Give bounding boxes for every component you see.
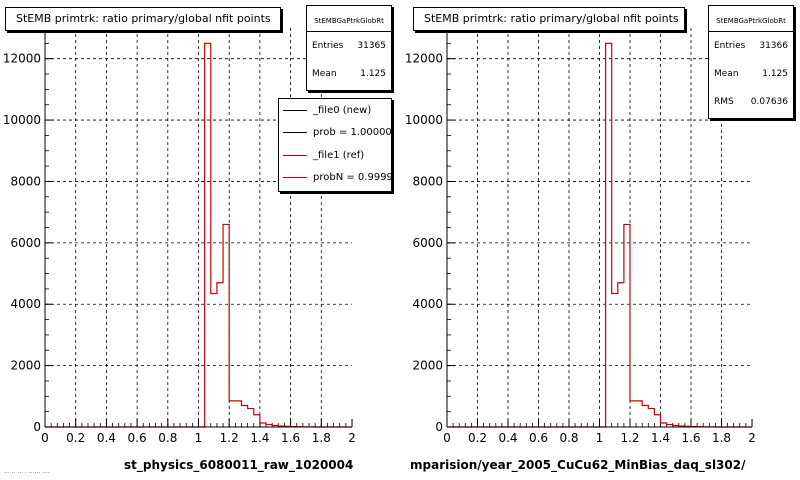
x-tick-label: 0.4	[498, 431, 517, 445]
x-tick-label: 1.6	[681, 431, 700, 445]
legend-text: _file1 (ref)	[313, 149, 365, 161]
x-tick-label: 1.6	[281, 431, 300, 445]
stats-value: 31365	[357, 41, 386, 51]
panel2-bottom-label: mparision/year_2005_CuCu62_MinBias_daq_s…	[410, 458, 746, 472]
panel1-stats-name: StEMBGaPtrkGlobRt	[307, 6, 391, 32]
legend-line	[283, 132, 307, 134]
y-tick-label: 10000	[405, 113, 443, 127]
legend-entry: probN = 0.999999	[279, 167, 391, 190]
x-tick-label: 0.4	[97, 431, 116, 445]
panel1-stats-row: Mean 1.125	[307, 60, 391, 88]
stats-label: RMS	[714, 97, 734, 107]
x-tick-label: 1	[195, 431, 203, 445]
x-tick-label: 0.2	[66, 431, 85, 445]
legend-line	[283, 109, 307, 111]
panel2-stats-name: StEMBGaPtrkGlobRt	[709, 6, 793, 32]
legend-line	[283, 177, 307, 179]
x-tick-label: 1.8	[712, 431, 731, 445]
x-tick-label: 0.2	[468, 431, 487, 445]
x-tick-label: 0	[443, 431, 451, 445]
legend-entry: _file1 (ref)	[279, 144, 391, 167]
x-tick-label: 1.8	[312, 431, 331, 445]
panel2-title: StEMB primtrk: ratio primary/global nfit…	[413, 7, 685, 31]
x-tick-label: 1.4	[651, 431, 670, 445]
panel1-bottom-label: st_physics_6080011_raw_1020004	[124, 458, 354, 472]
x-tick-label: 1	[596, 431, 604, 445]
panel1-legend: _file0 (new) prob = 1.000000 _file1 (ref…	[278, 98, 392, 192]
x-tick-label: 0	[41, 431, 49, 445]
stats-label: Entries	[714, 41, 746, 51]
y-tick-label: 10000	[3, 113, 41, 127]
panel1-stats-box: StEMBGaPtrkGlobRt Entries 31365 Mean 1.1…	[306, 5, 392, 91]
y-tick-label: 4000	[412, 297, 443, 311]
legend-entry: _file0 (new)	[279, 99, 391, 122]
y-tick-label: 4000	[10, 297, 41, 311]
legend-text: _file0 (new)	[313, 104, 372, 116]
legend-line	[283, 154, 307, 156]
stats-label: Mean	[312, 69, 337, 79]
x-tick-label: 0.8	[559, 431, 578, 445]
x-tick-label: 1.4	[250, 431, 269, 445]
stats-label: Entries	[312, 41, 344, 51]
stats-label: Mean	[714, 69, 739, 79]
y-tick-label: 0	[435, 420, 443, 434]
x-tick-label: 0.6	[529, 431, 548, 445]
x-tick-label: 0.8	[158, 431, 177, 445]
y-tick-label: 8000	[412, 174, 443, 188]
panel1-stats-row: Entries 31365	[307, 32, 391, 60]
x-tick-label: 2	[348, 431, 356, 445]
stats-value: 31366	[759, 41, 788, 51]
x-tick-label: 2	[748, 431, 756, 445]
stats-value: 1.125	[762, 69, 788, 79]
y-tick-label: 8000	[10, 174, 41, 188]
panel2-stats-row: RMS 0.07636	[709, 88, 793, 116]
x-tick-label: 1.2	[620, 431, 639, 445]
stats-value: 1.125	[360, 69, 386, 79]
y-tick-label: 6000	[412, 236, 443, 250]
footer-text: ··· ·· ··· · ······ ····	[4, 470, 50, 477]
legend-text: prob = 1.000000	[313, 127, 392, 139]
panel1-title: StEMB primtrk: ratio primary/global nfit…	[5, 7, 281, 31]
y-tick-label: 12000	[405, 52, 443, 66]
legend-text: probN = 0.999999	[313, 172, 392, 184]
y-tick-label: 0	[33, 420, 41, 434]
y-tick-label: 12000	[3, 52, 41, 66]
panel2-stats-row: Mean 1.125	[709, 60, 793, 88]
stats-value: 0.07636	[750, 97, 788, 107]
y-tick-label: 2000	[412, 359, 443, 373]
x-tick-label: 1.2	[220, 431, 239, 445]
y-tick-label: 6000	[10, 236, 41, 250]
legend-entry: prob = 1.000000	[279, 122, 391, 145]
panel2-stats-box: StEMBGaPtrkGlobRt Entries 31366 Mean 1.1…	[708, 5, 794, 119]
panel2-stats-row: Entries 31366	[709, 32, 793, 60]
y-tick-label: 2000	[10, 359, 41, 373]
x-tick-label: 0.6	[128, 431, 147, 445]
